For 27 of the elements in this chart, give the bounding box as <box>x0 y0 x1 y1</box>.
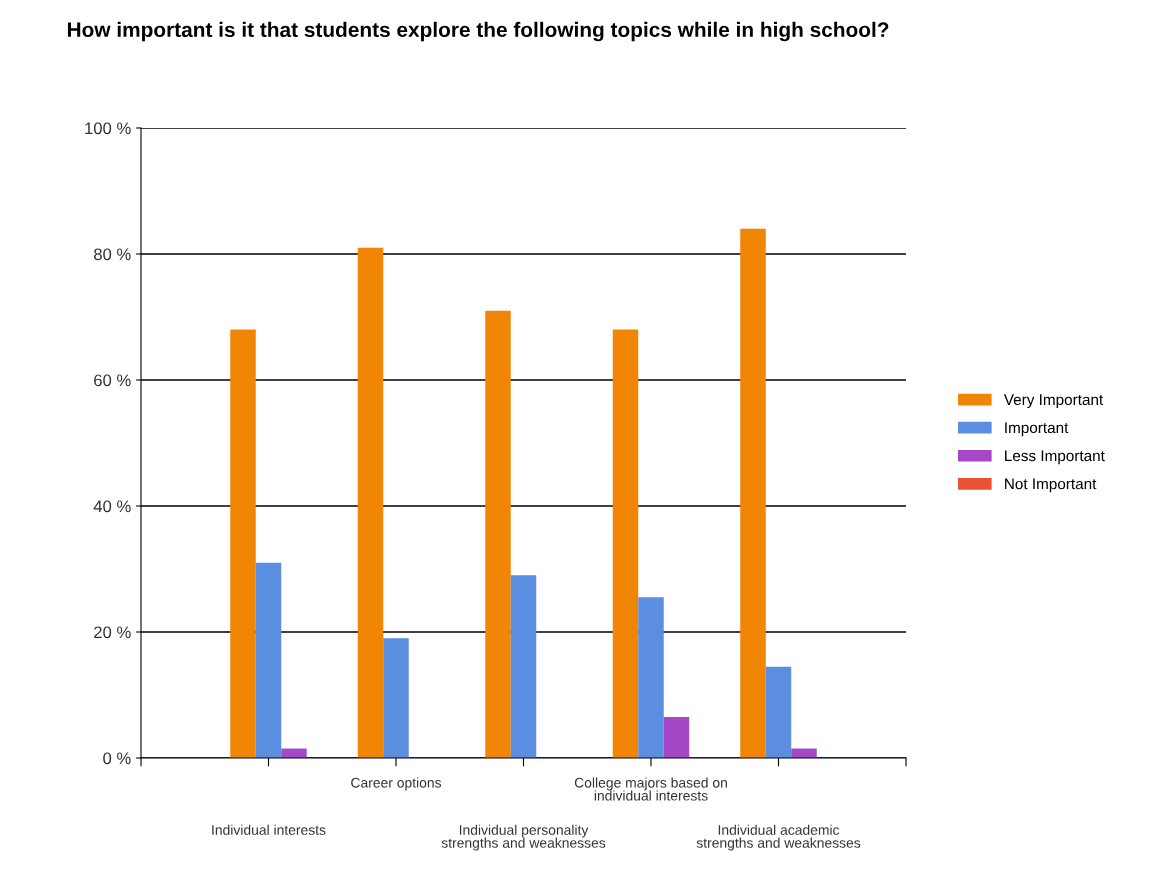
bar <box>612 329 639 758</box>
x-tick-label: College majors based on individual interests <box>574 777 727 801</box>
legend-label: Very Important <box>1003 394 1104 409</box>
bar <box>485 310 511 758</box>
legend-label: Less Important <box>1005 450 1105 465</box>
bar <box>663 717 690 758</box>
bar <box>638 597 664 758</box>
bar <box>510 575 537 758</box>
bar <box>357 247 384 758</box>
bar <box>255 562 282 758</box>
bar <box>383 638 409 758</box>
y-tick-label: 100 % <box>85 122 131 135</box>
x-tick-label: Individual academic strengths and weaknesses <box>696 824 861 851</box>
y-tick-label: 20 % <box>94 626 131 639</box>
chart-title: How important is it that students explore the following topics while in high school? <box>67 21 889 42</box>
bar <box>740 228 766 758</box>
y-tick-label: 60 % <box>94 374 131 387</box>
x-tick-label: Career options <box>351 777 442 791</box>
x-tick-label: Individual personality strengths and weaknesses <box>441 824 606 851</box>
bar <box>230 329 256 758</box>
y-tick-label: 80 % <box>94 248 131 261</box>
x-tick-label: Individual interests <box>212 824 326 835</box>
y-tick-label: 0 % <box>103 752 131 765</box>
legend-label: Important <box>1005 422 1069 437</box>
legend-label: Not Important <box>1005 478 1097 493</box>
y-tick-label: 40 % <box>93 500 131 513</box>
bar <box>765 666 792 758</box>
